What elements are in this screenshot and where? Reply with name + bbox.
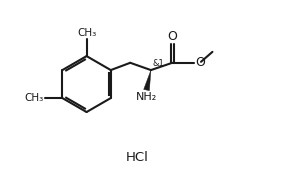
Text: CH₃: CH₃ <box>77 28 96 38</box>
Text: &1: &1 <box>153 59 165 68</box>
Text: O: O <box>167 30 177 43</box>
Text: O: O <box>196 56 205 69</box>
Text: NH₂: NH₂ <box>136 92 157 102</box>
Text: HCl: HCl <box>126 151 149 163</box>
Text: CH₃: CH₃ <box>25 93 44 103</box>
Polygon shape <box>144 70 151 91</box>
